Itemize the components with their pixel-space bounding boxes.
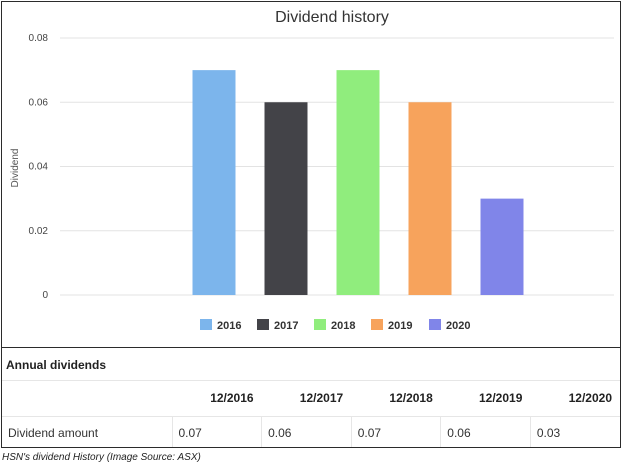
table-cell: 0.06 <box>261 416 352 447</box>
legend-label: 2020 <box>446 320 470 332</box>
bar-2018[interactable] <box>336 70 380 295</box>
table-section-title: Annual dividends <box>2 347 620 381</box>
table-header-row: 12/2016 12/2017 12/2018 12/2019 12/2020 <box>2 381 620 417</box>
legend-item-2019[interactable]: 2019 <box>371 319 412 332</box>
table-row: Dividend amount 0.07 0.06 0.07 0.06 0.03 <box>2 416 620 447</box>
y-tick-label: 0.06 <box>29 97 49 108</box>
image-caption: HSN's dividend History (Image Source: AS… <box>2 452 201 463</box>
bar-2019[interactable] <box>408 102 452 295</box>
column-header: 12/2018 <box>351 381 441 417</box>
y-axis-title: Dividend <box>10 149 21 188</box>
bar-2020[interactable] <box>480 198 524 295</box>
legend-swatch <box>257 319 269 330</box>
column-header: 12/2019 <box>440 381 531 417</box>
legend-item-2017[interactable]: 2017 <box>257 319 298 332</box>
dividend-chart: Dividend history Dividend 00.020.040.060… <box>10 9 614 332</box>
row-label: Dividend amount <box>2 416 173 447</box>
legend[interactable]: 2016 2017 2018 2019 2020 <box>200 319 470 332</box>
legend-label: 2017 <box>274 320 298 332</box>
legend-swatch <box>429 319 441 330</box>
legend-swatch <box>371 319 383 330</box>
legend-swatch <box>314 319 326 330</box>
table-cell: 0.03 <box>530 416 620 447</box>
table-cell: 0.06 <box>440 416 531 447</box>
bar-2017[interactable] <box>264 102 308 295</box>
column-header: 12/2020 <box>530 381 620 417</box>
y-tick-label: 0.08 <box>29 33 49 44</box>
y-tick-label: 0 <box>42 290 48 301</box>
annual-dividends-table: Annual dividends 12/2016 12/2017 12/2018… <box>2 347 620 447</box>
bars <box>192 70 524 295</box>
chart-title: Dividend history <box>275 9 389 26</box>
legend-label: 2018 <box>331 320 355 332</box>
legend-item-2016[interactable]: 2016 <box>200 319 241 332</box>
legend-item-2020[interactable]: 2020 <box>429 319 470 332</box>
table-cell: 0.07 <box>351 416 442 447</box>
column-header: 12/2017 <box>261 381 352 417</box>
legend-label: 2019 <box>388 320 412 332</box>
legend-label: 2016 <box>217 320 241 332</box>
y-axis-ticks: 0 0.02 0.04 0.06 0.08 <box>29 33 49 301</box>
y-tick-label: 0.02 <box>29 226 49 237</box>
bar-2016[interactable] <box>192 70 236 295</box>
table-cell: 0.07 <box>172 416 263 447</box>
table-header-blank <box>2 381 172 417</box>
legend-item-2018[interactable]: 2018 <box>314 319 355 332</box>
legend-swatch <box>200 319 212 330</box>
chart-frame: Dividend history Dividend 0 0.02 0.04 0.06 0… <box>1 1 621 448</box>
column-header: 12/2016 <box>172 381 262 417</box>
y-tick-label: 0.04 <box>29 162 49 173</box>
